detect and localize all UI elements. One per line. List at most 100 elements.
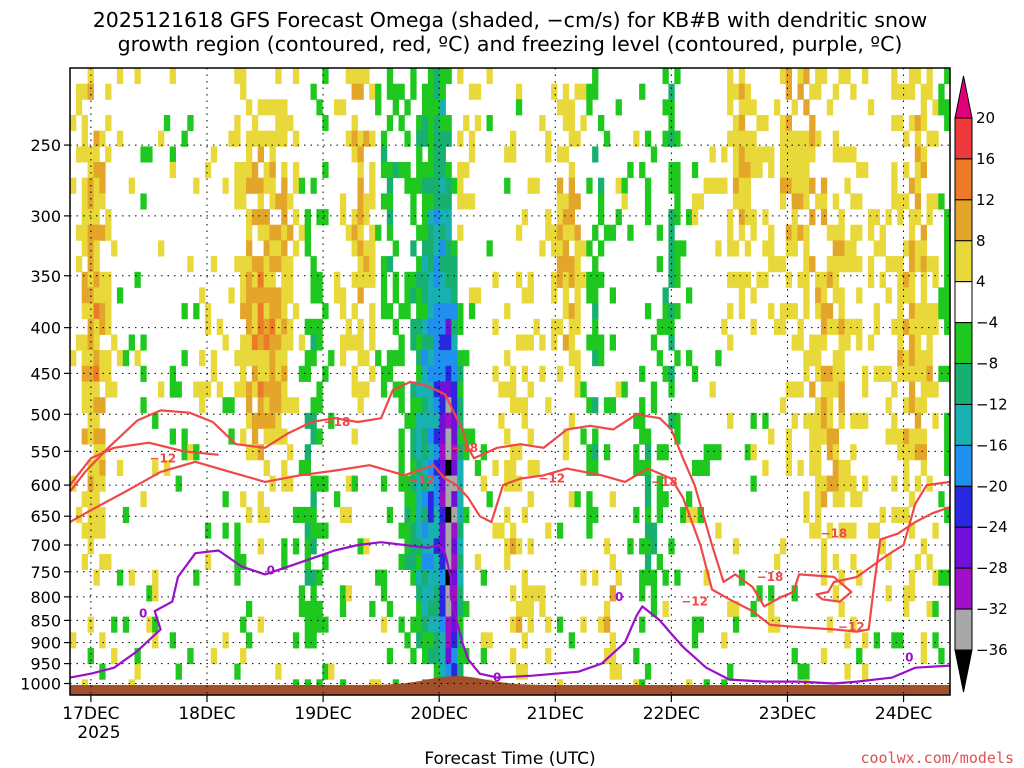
omega-cell (410, 428, 417, 445)
omega-cell (439, 397, 446, 414)
omega-cell (856, 491, 863, 508)
omega-cell (527, 334, 534, 351)
omega-cell (304, 412, 311, 429)
omega-cell (674, 193, 681, 210)
omega-cell (404, 287, 411, 304)
omega-cell (662, 444, 669, 461)
omega-cell (134, 663, 141, 680)
omega-cell (779, 538, 787, 555)
omega-cell (234, 130, 241, 147)
omega-cell (609, 491, 616, 508)
omega-cell (668, 240, 675, 257)
omega-cell (856, 334, 863, 351)
omega-cell (410, 240, 417, 257)
omega-cell (885, 428, 892, 445)
omega-cell (404, 162, 411, 179)
omega-cell (87, 381, 94, 398)
colorbar-level-label: −20 (976, 477, 1008, 495)
omega-cell (832, 365, 839, 382)
omega-cell (345, 318, 352, 335)
omega-cell (668, 412, 675, 429)
omega-cell (416, 303, 423, 320)
omega-cell (556, 193, 564, 210)
omega-cell (574, 193, 581, 210)
omega-cell (263, 412, 270, 429)
omega-cell (920, 224, 927, 241)
omega-cell (832, 193, 839, 210)
omega-cell (416, 600, 423, 617)
omega-cell (240, 303, 247, 320)
omega-cell (468, 193, 476, 210)
omega-cell (903, 506, 910, 523)
omega-cell (644, 569, 652, 586)
contour-label-dsg: −18 (324, 415, 351, 429)
omega-cell (527, 459, 534, 476)
omega-cell (427, 491, 435, 508)
omega-cell (369, 365, 376, 382)
colorbar-segment (954, 403, 973, 446)
omega-cell (732, 130, 740, 147)
omega-cell (70, 115, 77, 132)
omega-cell (70, 632, 77, 649)
omega-cell (81, 365, 88, 382)
omega-cell (70, 350, 77, 367)
omega-cell (433, 663, 440, 680)
omega-cell (163, 459, 171, 476)
omega-cell (457, 350, 464, 367)
omega-cell (281, 538, 288, 555)
omega-cell (715, 350, 722, 367)
omega-cell (439, 224, 446, 241)
omega-cell (275, 412, 282, 429)
omega-cell (240, 381, 247, 398)
omega-cell (738, 146, 746, 163)
omega-cell (351, 130, 358, 147)
omega-cell (416, 287, 423, 304)
omega-cell (744, 146, 751, 163)
omega-cell (298, 506, 306, 523)
omega-cell (504, 146, 511, 163)
omega-cell (815, 459, 822, 476)
omega-cell (87, 350, 94, 367)
omega-cell (263, 334, 270, 351)
omega-cell (515, 444, 523, 461)
omega-cell (738, 177, 746, 194)
omega-cell (445, 318, 452, 335)
omega-cell (427, 209, 435, 226)
omega-cell (515, 83, 523, 100)
omega-cell (715, 444, 722, 461)
omega-cell (797, 318, 804, 335)
omega-cell (463, 193, 470, 210)
omega-cell (768, 600, 775, 617)
omega-cell (756, 146, 763, 163)
omega-cell (445, 350, 452, 367)
omega-cell (422, 491, 429, 508)
omega-cell (527, 271, 534, 288)
omega-cell (891, 412, 898, 429)
omega-cell (75, 146, 83, 163)
colorbar-segment (954, 567, 973, 610)
omega-cell (556, 522, 564, 539)
omega-cell (932, 256, 939, 273)
omega-cell (615, 381, 622, 398)
omega-cell (116, 130, 124, 147)
omega-cell (281, 256, 288, 273)
omega-cell (562, 146, 570, 163)
omega-cell (615, 663, 622, 680)
colorbar-segment (954, 608, 973, 651)
omega-cell (416, 224, 423, 241)
omega-cell (897, 632, 904, 649)
omega-cell (257, 287, 264, 304)
omega-cell (791, 585, 798, 602)
omega-cell (944, 459, 951, 476)
omega-cell (944, 506, 951, 523)
omega-cell (246, 600, 253, 617)
omega-cell (463, 162, 470, 179)
omega-cell (703, 177, 710, 194)
omega-cell (574, 287, 581, 304)
omega-cell (146, 616, 153, 633)
omega-cell (357, 334, 364, 351)
omega-cell (433, 68, 440, 85)
omega-cell (251, 444, 259, 461)
omega-cell (797, 381, 804, 398)
omega-cell (158, 240, 165, 257)
